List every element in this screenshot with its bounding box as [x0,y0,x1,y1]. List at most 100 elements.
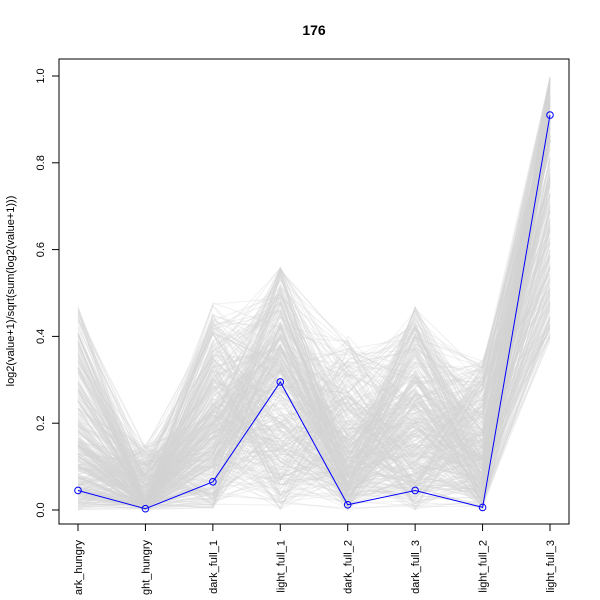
background-series-line [77,97,551,507]
background-series-line [77,80,551,511]
background-series-line [77,237,551,501]
data-point [546,111,554,119]
background-series-line [77,192,551,504]
background-series-line [77,78,551,489]
background-series-line [77,148,551,505]
background-series-line [77,158,551,506]
background-series-line [77,140,551,505]
background-series-line [77,217,551,483]
data-point [276,378,285,386]
background-series-line [77,198,551,504]
background-series-line [77,241,551,470]
background-series-line [77,78,551,480]
x-tick-label: ght_hungry [140,540,152,596]
background-series-line [77,77,551,504]
background-series-line [77,140,551,500]
background-series-line [77,236,551,492]
background-series-line [77,83,551,508]
background-series-line [77,101,551,510]
background-series-line [77,250,551,507]
background-series-line [77,227,551,511]
background-series-line [77,102,551,507]
background-series-line [77,253,551,508]
background-series-line [77,121,551,498]
background-series-line [77,172,551,511]
background-series-line [77,225,551,483]
background-series-line [77,84,551,506]
background-series-line [77,177,551,489]
background-series-line [77,275,551,508]
background-series-line [77,319,551,506]
background-series-line [77,102,551,503]
background-series-line [77,81,551,507]
x-tick-label: light_full_2 [478,540,490,593]
background-series-line [77,265,551,486]
background-series-line [77,83,551,503]
background-series-line [77,283,551,497]
background-series-line [77,230,551,492]
background-series-line [77,187,551,487]
background-series-line [77,227,551,508]
background-series-line [78,127,551,506]
background-series-line [77,100,551,504]
background-series-line [77,220,551,510]
background-series-line [77,203,551,492]
background-series-line [77,123,551,495]
background-series-line [77,115,551,511]
background-series-line [77,162,551,508]
background-series-line [77,177,551,499]
background-series-line [77,300,551,503]
background-series-line [77,111,551,507]
background-series-line [77,181,551,505]
background-series-line [77,310,551,501]
background-series-line [77,301,551,509]
background-series-line [77,136,551,503]
background-series-line [77,281,551,504]
background-series-line [77,306,551,489]
background-series-line [77,133,551,500]
background-series-line [77,307,551,506]
background-series-line [77,106,551,508]
background-series-line [77,130,551,502]
background-series-line [77,86,551,482]
background-series-line [77,176,551,510]
background-series-line [77,91,551,506]
background-series-line [77,88,551,507]
background-series-line [77,118,551,504]
background-series-line [77,278,551,483]
background-series-line [77,136,551,510]
background-series-line [77,210,551,499]
background-series-line [77,304,551,503]
background-series-line [77,279,551,504]
background-series-line [77,315,551,507]
background-series-line [77,140,551,509]
background-series-line [77,78,551,509]
background-series-line [77,127,551,467]
y-tick-label: 0.8 [35,155,47,170]
background-series-line [77,114,551,509]
background-series-line [77,334,551,510]
background-series-line [77,139,551,507]
data-point [411,486,419,495]
background-series-line [77,129,551,510]
background-series-line [77,96,551,509]
background-series-line [77,157,551,507]
background-series-line [77,88,551,496]
background-series-line [77,90,551,510]
background-series-line [77,181,551,499]
background-series-line [77,207,551,511]
background-series-line [77,156,551,505]
background-series-line [77,86,551,511]
background-series-line [77,138,551,510]
background-series-line [77,340,551,496]
background-series-line [77,257,551,502]
background-series-line [77,81,551,467]
background-series-line [77,109,551,507]
background-series-line [77,112,551,504]
x-tick-label: light_full_3 [545,540,557,593]
background-series-line [77,174,551,510]
background-series-line [77,105,551,511]
background-series-line [77,294,551,490]
background-series-line [77,202,551,503]
background-series-line [77,79,551,499]
